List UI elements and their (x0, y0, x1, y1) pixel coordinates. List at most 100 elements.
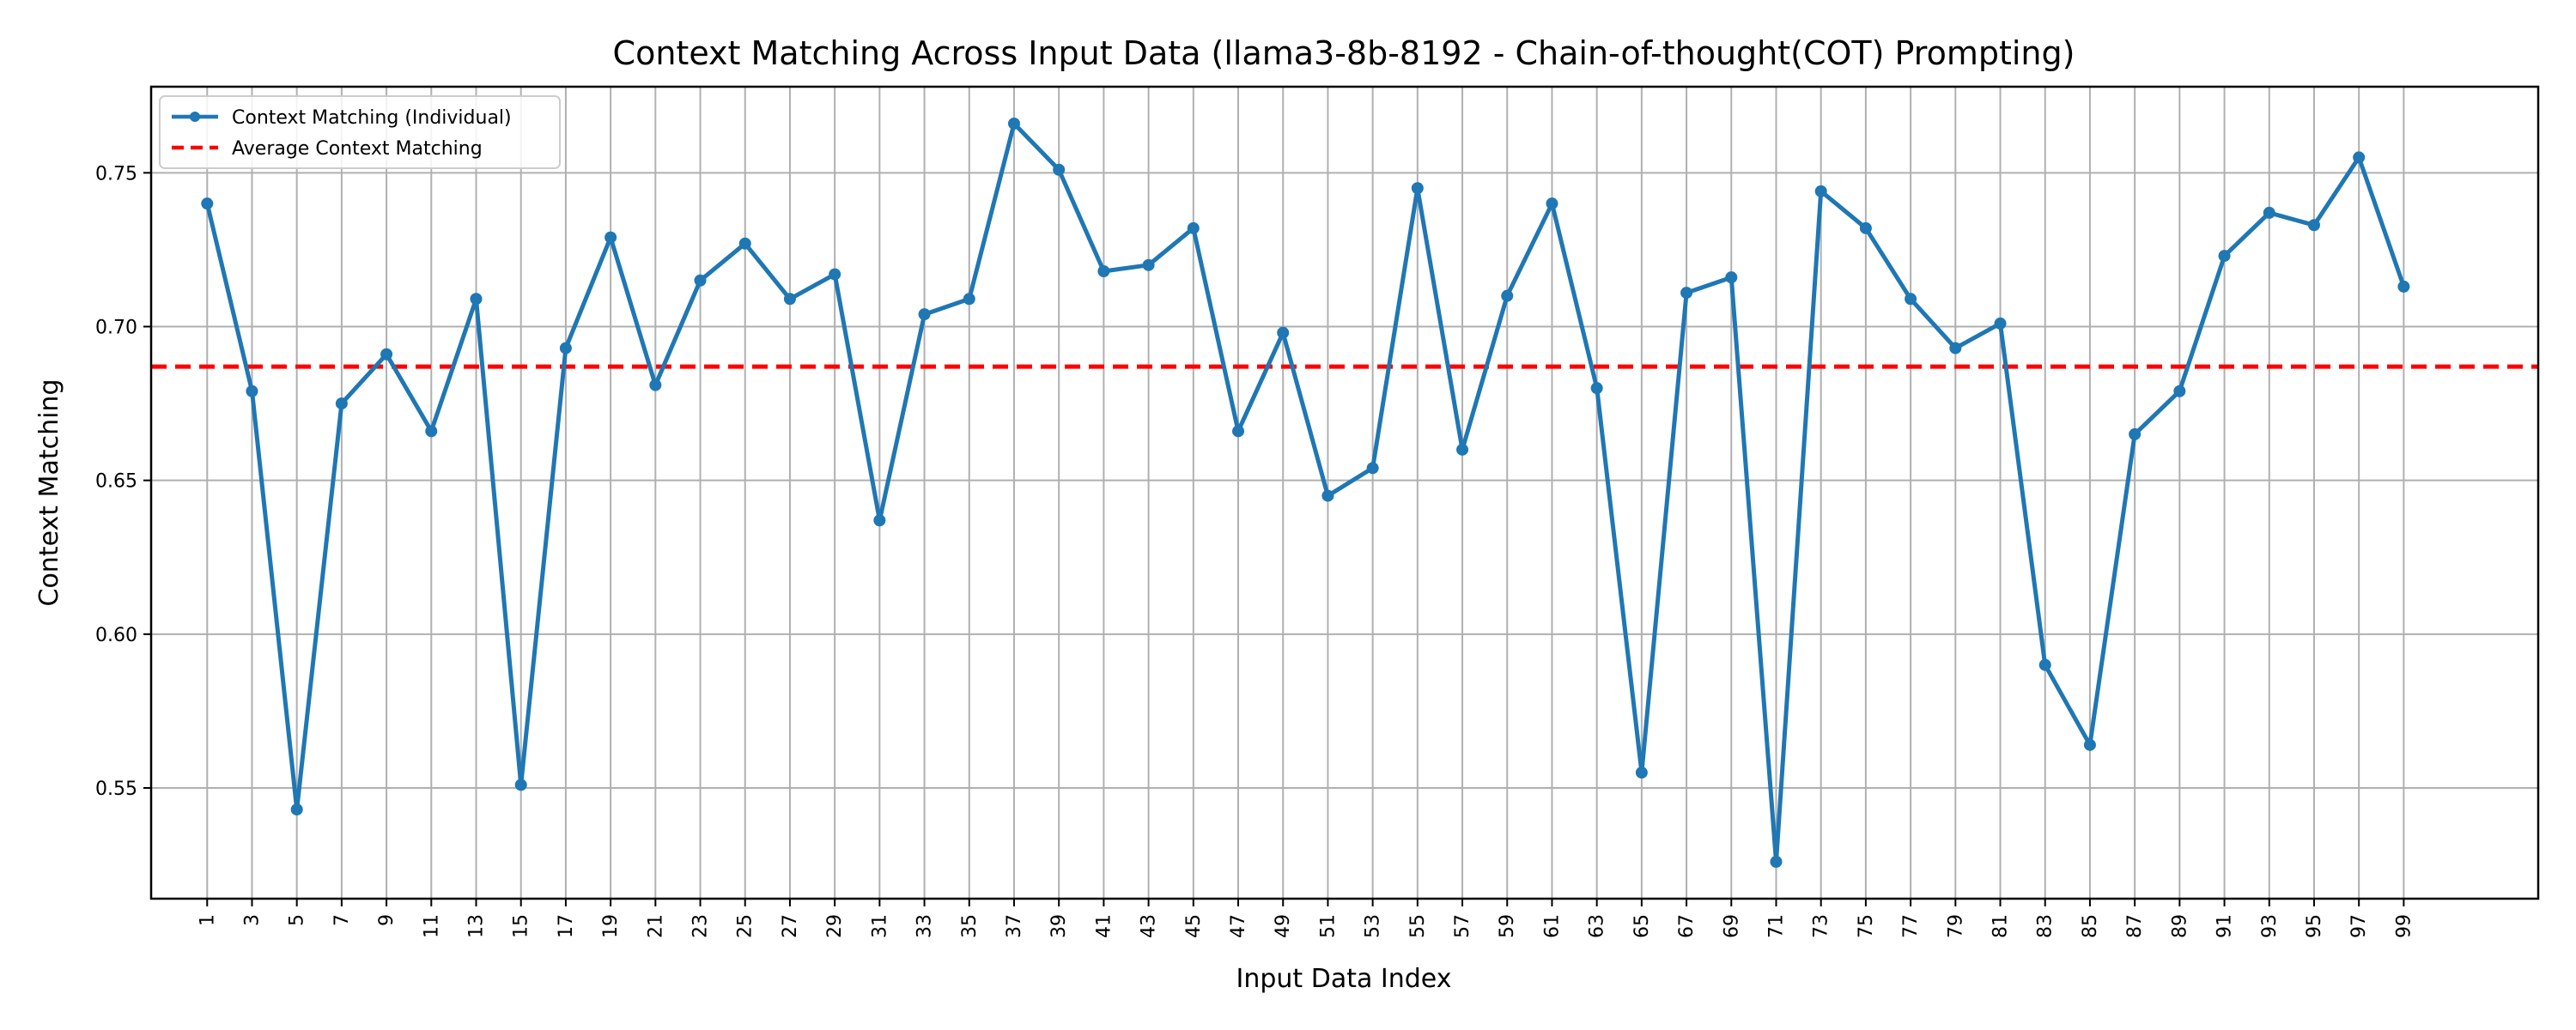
x-tick-label: 65 (1631, 914, 1653, 938)
x-tick-label: 53 (1363, 914, 1384, 938)
x-tick-label: 41 (1093, 914, 1115, 938)
data-point (1411, 182, 1424, 195)
x-tick-label: 47 (1228, 914, 1249, 938)
x-tick-label: 71 (1765, 914, 1787, 938)
data-point (738, 237, 751, 250)
data-point (2173, 385, 2186, 397)
x-tick-label: 83 (2035, 914, 2057, 938)
data-point (963, 293, 975, 306)
x-tick-label: 93 (2259, 914, 2281, 938)
data-point (829, 268, 841, 281)
x-tick-label: 63 (1587, 914, 1608, 938)
data-point (2307, 219, 2320, 232)
data-point (514, 779, 527, 791)
data-point (201, 197, 214, 210)
data-point (246, 385, 258, 397)
legend-marker-individual (190, 112, 200, 122)
x-tick-label: 19 (600, 914, 622, 938)
x-tick-label: 51 (1317, 914, 1339, 938)
data-point (380, 348, 393, 360)
data-point (1097, 265, 1110, 277)
data-point (290, 803, 303, 816)
x-tick-label: 89 (2169, 914, 2190, 938)
x-tick-label: 97 (2348, 914, 2370, 938)
y-tick-label: 0.75 (95, 163, 137, 185)
x-tick-label: 43 (1139, 914, 1160, 938)
x-tick-label: 21 (645, 914, 666, 938)
data-point (2263, 206, 2275, 219)
legend-label-average: Average Context Matching (232, 138, 483, 160)
y-tick-label: 0.55 (95, 779, 137, 800)
x-tick-label: 11 (421, 914, 442, 938)
data-point (1366, 462, 1379, 475)
data-point (1501, 289, 1514, 302)
x-tick-label: 15 (511, 914, 532, 938)
data-point (1321, 489, 1334, 502)
data-point (1680, 287, 1693, 300)
x-tick-label: 23 (690, 914, 712, 938)
x-tick-label: 99 (2393, 914, 2415, 938)
data-point (559, 342, 572, 354)
x-tick-label: 91 (2215, 914, 2236, 938)
x-tick-label: 5 (287, 914, 308, 926)
series-line-individual (204, 121, 2406, 864)
data-point (2397, 280, 2410, 293)
y-axis-label: Context Matching (34, 379, 64, 607)
data-point (2083, 738, 2096, 751)
data-point (335, 397, 348, 410)
data-point (1949, 342, 1962, 354)
x-tick-label: 67 (1676, 914, 1698, 938)
x-tick-label: 33 (914, 914, 936, 938)
x-tick-label: 81 (1990, 914, 2012, 938)
data-point (470, 293, 483, 306)
x-tick-label: 39 (1048, 914, 1070, 938)
x-tick-label: 29 (824, 914, 846, 938)
data-point (1590, 382, 1603, 395)
data-point (1277, 326, 1290, 339)
data-point (1142, 258, 1155, 271)
data-point (1725, 271, 1738, 284)
series-layer (201, 118, 2410, 868)
x-tick-label: 1 (197, 914, 218, 926)
data-point (1546, 197, 1558, 210)
data-point (1232, 425, 1245, 438)
data-point (1053, 163, 1066, 176)
plot-frame (149, 85, 2540, 900)
x-tick-label: 35 (959, 914, 981, 938)
x-tick-label: 37 (1004, 914, 1025, 938)
x-tick-label: 3 (241, 914, 263, 926)
legend-label-individual: Context Matching (Individual) (232, 107, 512, 129)
x-axis-label: Input Data Index (1236, 964, 1452, 994)
x-tick-label: 17 (556, 914, 577, 938)
x-tick-label: 95 (2304, 914, 2325, 938)
x-tick-label: 77 (1900, 914, 1922, 938)
x-tick-label: 27 (780, 914, 801, 938)
x-tick-label: 79 (1945, 914, 1966, 938)
grid (151, 87, 2538, 899)
data-point (873, 514, 886, 527)
y-axis-ticks: 0.55 0.60 0.65 0.70 0.75 (95, 163, 151, 800)
data-point (1456, 443, 1469, 456)
x-tick-label: 87 (2124, 914, 2146, 938)
data-point (1905, 293, 1917, 306)
legend-box (159, 95, 561, 169)
x-tick-label: 59 (1497, 914, 1518, 938)
chart-title: Context Matching Across Input Data (llam… (613, 34, 2075, 72)
data-point (783, 293, 796, 306)
data-point (1814, 185, 1827, 197)
data-point (1770, 856, 1783, 868)
x-tick-label: 9 (376, 914, 398, 926)
y-tick-label: 0.65 (95, 471, 137, 493)
x-tick-label: 7 (331, 914, 353, 926)
x-tick-label: 73 (1811, 914, 1832, 938)
x-tick-label: 49 (1273, 914, 1294, 938)
data-point (2353, 151, 2366, 164)
data-point (1007, 118, 1020, 130)
data-point (1635, 766, 1648, 779)
x-tick-label: 69 (1721, 914, 1742, 938)
data-point (2129, 427, 2142, 440)
data-point (1859, 221, 1872, 234)
data-point (918, 308, 931, 321)
